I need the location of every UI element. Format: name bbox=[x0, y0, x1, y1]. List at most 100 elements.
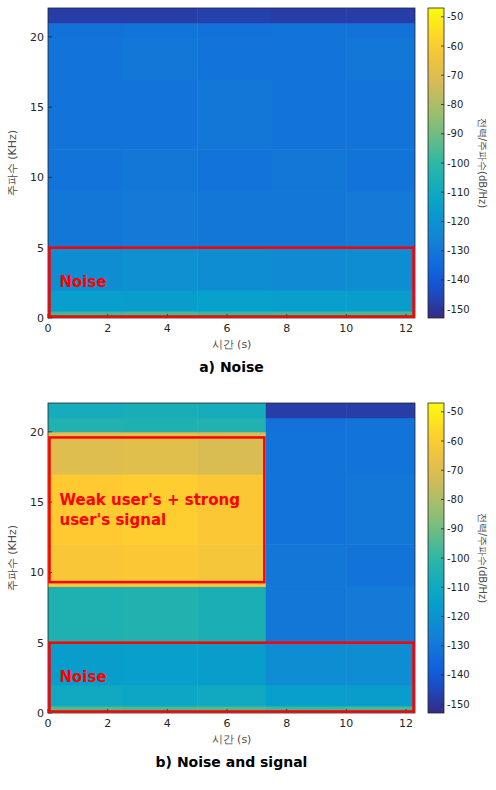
heatmap-cell bbox=[272, 23, 347, 38]
x-axis-title: 시간 (s) bbox=[212, 338, 252, 351]
heatmap-cell bbox=[346, 290, 415, 312]
plot-frame bbox=[48, 403, 415, 713]
annotation-line: user's signal bbox=[60, 511, 167, 529]
heatmap-cell bbox=[346, 191, 415, 248]
colorbar-tick bbox=[441, 163, 444, 164]
colorbar-title: 전력/주파수(dB/Hz) bbox=[477, 118, 488, 209]
y-tick-label: 20 bbox=[30, 426, 44, 439]
annotation-box bbox=[50, 248, 414, 317]
colorbar-tick bbox=[441, 674, 444, 675]
colorbar-tick-label: -80 bbox=[447, 494, 463, 505]
heatmap-cell bbox=[346, 8, 415, 23]
x-tick-label: 0 bbox=[45, 322, 52, 335]
heatmap-cell bbox=[123, 403, 198, 418]
colorbar-tick bbox=[441, 221, 444, 222]
y-axis-title: 주파수 (KHz) bbox=[6, 130, 19, 196]
heatmap-cell bbox=[346, 418, 415, 433]
heatmap-cell bbox=[48, 8, 123, 23]
heatmap-cell bbox=[266, 418, 347, 433]
heatmap-cell bbox=[48, 149, 123, 192]
colorbar-tick-label: -90 bbox=[447, 523, 463, 534]
colorbar-tick-label: -100 bbox=[447, 553, 470, 564]
panel: 02468101205101520시간 (s)주파수 (KHz)b) Noise… bbox=[6, 403, 488, 770]
colorbar-title: 전력/주파수(dB/Hz) bbox=[477, 513, 488, 604]
y-tick-label: 10 bbox=[30, 566, 44, 579]
colorbar-tick-label: -110 bbox=[447, 582, 470, 593]
heatmap-cell bbox=[266, 586, 347, 643]
heatmap-cell bbox=[266, 643, 347, 686]
annotation-label: Noise bbox=[60, 668, 107, 686]
annotation-line: Noise bbox=[60, 668, 107, 686]
y-tick bbox=[48, 431, 52, 432]
heatmap-cell bbox=[197, 685, 266, 707]
heatmap-cell bbox=[272, 8, 347, 23]
panel-title: b) Noise and signal bbox=[156, 754, 308, 770]
colorbar-tick-label: -120 bbox=[447, 216, 470, 227]
heatmap-cell bbox=[123, 149, 198, 192]
x-tick-label: 6 bbox=[224, 322, 231, 335]
heatmap-cell bbox=[48, 418, 123, 433]
plot-frame bbox=[48, 8, 415, 318]
colorbar-tick bbox=[441, 411, 444, 412]
annotation-line: Weak user's + strong bbox=[60, 491, 240, 509]
colorbar-tick-label: -110 bbox=[447, 187, 470, 198]
heatmap-cell bbox=[48, 248, 123, 291]
heatmap-cell bbox=[123, 248, 198, 291]
y-tick-label: 0 bbox=[37, 707, 44, 720]
annotation-label: Noise bbox=[60, 273, 107, 291]
colorbar-tick bbox=[441, 616, 444, 617]
colorbar-tick bbox=[441, 16, 444, 17]
heatmap-cell bbox=[197, 290, 272, 312]
colorbar-tick bbox=[441, 46, 444, 47]
colorbar-tick-label: -50 bbox=[447, 406, 463, 417]
heatmap-cell bbox=[48, 191, 123, 248]
heatmap-cell bbox=[346, 23, 415, 38]
x-tick-label: 6 bbox=[224, 717, 231, 730]
cells bbox=[48, 403, 415, 713]
heatmap-cell bbox=[123, 544, 198, 587]
colorbar-tick bbox=[441, 250, 444, 251]
heatmap-cell bbox=[197, 191, 272, 248]
colorbar bbox=[428, 403, 444, 713]
heatmap-cell bbox=[272, 191, 347, 248]
heatmap-cell bbox=[197, 586, 266, 643]
colorbar-tick bbox=[441, 645, 444, 646]
cells bbox=[48, 8, 415, 318]
colorbar bbox=[428, 8, 444, 318]
colorbar-tick-label: -100 bbox=[447, 158, 470, 169]
heatmap-cell bbox=[197, 474, 266, 545]
y-tick-label: 20 bbox=[30, 31, 44, 44]
y-tick bbox=[48, 36, 52, 37]
heatmap-cell bbox=[272, 79, 347, 150]
heatmap-cell bbox=[48, 79, 123, 150]
colorbar-tick bbox=[441, 528, 444, 529]
heatmap-cell bbox=[123, 586, 198, 643]
colorbar-tick-label: -130 bbox=[447, 245, 470, 256]
heatmap-cell bbox=[123, 418, 198, 433]
y-axis-title: 주파수 (KHz) bbox=[6, 525, 19, 591]
heatmap-cell bbox=[346, 37, 415, 80]
heatmap-cell bbox=[266, 685, 347, 707]
heatmap-cell bbox=[346, 474, 415, 545]
x-tick-label: 10 bbox=[339, 717, 353, 730]
colorbar-tick bbox=[441, 587, 444, 588]
annotation-label: Weak user's + strong user's signal bbox=[60, 491, 240, 529]
colorbar-tick-label: -60 bbox=[447, 41, 463, 52]
heatmap-cell bbox=[48, 474, 123, 545]
x-tick-label: 12 bbox=[399, 717, 413, 730]
heatmap-cell bbox=[197, 403, 266, 418]
heatmap-cell bbox=[266, 403, 347, 418]
heatmap-cell bbox=[266, 432, 347, 475]
colorbar-tick bbox=[441, 309, 444, 310]
heatmap-cell bbox=[346, 403, 415, 418]
colorbar-tick bbox=[441, 279, 444, 280]
y-tick-label: 15 bbox=[30, 101, 44, 114]
annotation-box bbox=[50, 643, 414, 712]
heatmap-cell bbox=[266, 474, 347, 545]
y-tick-label: 5 bbox=[37, 637, 44, 650]
colorbar-tick bbox=[441, 104, 444, 105]
annotation-box bbox=[50, 437, 265, 582]
annotation-line: Noise bbox=[60, 273, 107, 291]
heatmap-cell bbox=[48, 685, 123, 707]
heatmap-cell bbox=[123, 191, 198, 248]
